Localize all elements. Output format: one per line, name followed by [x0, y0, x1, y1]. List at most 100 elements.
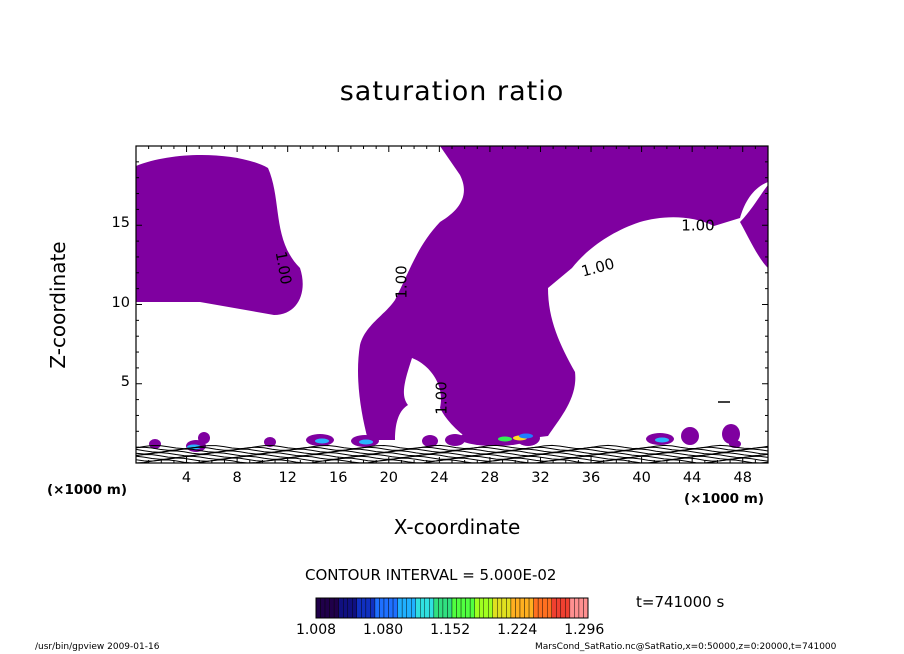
supersaturation-core	[655, 437, 669, 443]
colorbar-cell	[569, 597, 575, 619]
region-left	[136, 154, 303, 315]
colorbar-cell	[542, 597, 548, 619]
surface-contours	[135, 444, 769, 464]
y-axis-unit: (×1000 m)	[47, 482, 127, 498]
colorbar-cell	[492, 597, 498, 619]
convective-cell	[729, 440, 741, 448]
y-tick-label: 5	[120, 373, 130, 390]
colorbar-cell	[510, 597, 516, 619]
colorbar-cell	[460, 597, 466, 619]
colorbar-cell	[497, 597, 503, 619]
colorbar-cell	[488, 597, 493, 619]
colorbar-cell	[533, 597, 539, 619]
x-tick-label: 16	[329, 470, 348, 486]
contour-line	[135, 444, 769, 450]
colorbar-tick-label: 1.296	[564, 622, 605, 638]
colorbar-cell	[556, 597, 561, 619]
colorbar-cell	[401, 597, 407, 619]
colorbar-cell	[424, 597, 430, 619]
colorbar-cell	[465, 597, 471, 619]
colorbar-tick-label: 1.224	[497, 622, 538, 638]
x-tick-label: 24	[430, 470, 449, 486]
x-tick-label: 28	[480, 470, 500, 486]
colorbar-cell	[347, 597, 353, 619]
footer-left: /usr/bin/gpview 2009-01-16	[35, 642, 160, 652]
convective-cell	[264, 437, 276, 447]
chart-title: saturation ratio	[339, 76, 565, 107]
colorbar-cell	[397, 597, 403, 619]
colorbar-cell	[356, 597, 362, 619]
colorbar-cell	[447, 597, 453, 619]
colorbar-cell	[524, 597, 530, 619]
colorbar-cell	[361, 597, 367, 619]
colorbar-cell	[333, 597, 339, 619]
colorbar-cell	[528, 597, 534, 619]
colorbar-cell	[392, 597, 398, 619]
contour-label: 1.00	[433, 381, 451, 414]
colorbar-cell	[519, 597, 525, 619]
colorbar-cell	[370, 597, 376, 619]
contour-line	[135, 452, 769, 457]
colorbar-cell	[537, 597, 543, 619]
x-tick-label: 36	[581, 470, 601, 486]
colorbar-tick-label: 1.152	[430, 622, 471, 638]
supersaturation-core	[519, 433, 533, 439]
contour-line	[135, 459, 769, 464]
colorbar-cell	[560, 597, 566, 619]
x-tick-label: 20	[379, 470, 399, 486]
colorbar-cell	[343, 597, 348, 619]
colorbar-cell	[411, 597, 416, 619]
colorbar-cell	[433, 597, 439, 619]
colorbar-cell	[324, 597, 330, 619]
colorbar-cell	[483, 597, 489, 619]
x-tick-label: 40	[632, 470, 651, 486]
convective-cell	[198, 432, 210, 444]
colorbar-cell	[379, 597, 385, 619]
x-tick-label: 48	[733, 470, 752, 486]
colorbar-cell	[329, 597, 335, 619]
supersaturation-core	[315, 438, 329, 444]
convective-cell	[722, 424, 740, 444]
region-center	[357, 146, 768, 440]
contour-interval-text: CONTOUR INTERVAL = 5.000E-02	[305, 566, 557, 584]
colorbar-cell	[383, 597, 389, 619]
colorbar-cell	[315, 597, 321, 619]
colorbar-cell	[501, 597, 507, 619]
x-tick-label: 32	[531, 470, 550, 486]
colorbar-cell	[420, 597, 425, 619]
y-axis-label: Z-coordinate	[46, 241, 70, 369]
colorbar-cell	[442, 597, 448, 619]
colorbar-cell	[388, 597, 394, 619]
x-axis-unit: (×1000 m)	[684, 491, 764, 507]
x-tick-label: 8	[232, 470, 242, 486]
colorbar-cell	[320, 597, 326, 619]
colorbar-cell	[438, 597, 444, 619]
contour-label: 1.00	[579, 255, 616, 281]
colorbar-tick-label: 1.008	[295, 622, 337, 638]
convective-cell	[422, 435, 438, 447]
supersaturation-core	[498, 436, 512, 442]
colorbar-tick-label: 1.080	[363, 622, 404, 638]
colorbar-cell	[451, 597, 457, 619]
convective-cell	[149, 439, 161, 449]
x-tick-label: 12	[278, 470, 297, 486]
colorbar-cell	[338, 597, 344, 619]
colorbar-cell	[583, 597, 589, 619]
region-right	[740, 185, 768, 268]
colorbar-cell	[474, 597, 480, 619]
supersaturation-core	[359, 439, 373, 445]
y-tick-label: 10	[111, 294, 130, 311]
colorbar-cell	[565, 597, 571, 619]
colorbar-cell	[574, 597, 580, 619]
colorbar-cell	[374, 597, 380, 619]
colorbar-cell	[479, 597, 484, 619]
colorbar-cell	[578, 597, 584, 619]
colorbar-cell	[429, 597, 435, 619]
colorbar-cell	[456, 597, 462, 619]
colorbar-cell	[469, 597, 475, 619]
contour-label: 1.00	[272, 250, 296, 286]
footer-right: MarsCond_SatRatio.nc@SatRatio,x=0:50000,…	[535, 642, 837, 652]
convective-cell	[681, 427, 699, 445]
colorbar-frame	[315, 597, 589, 619]
